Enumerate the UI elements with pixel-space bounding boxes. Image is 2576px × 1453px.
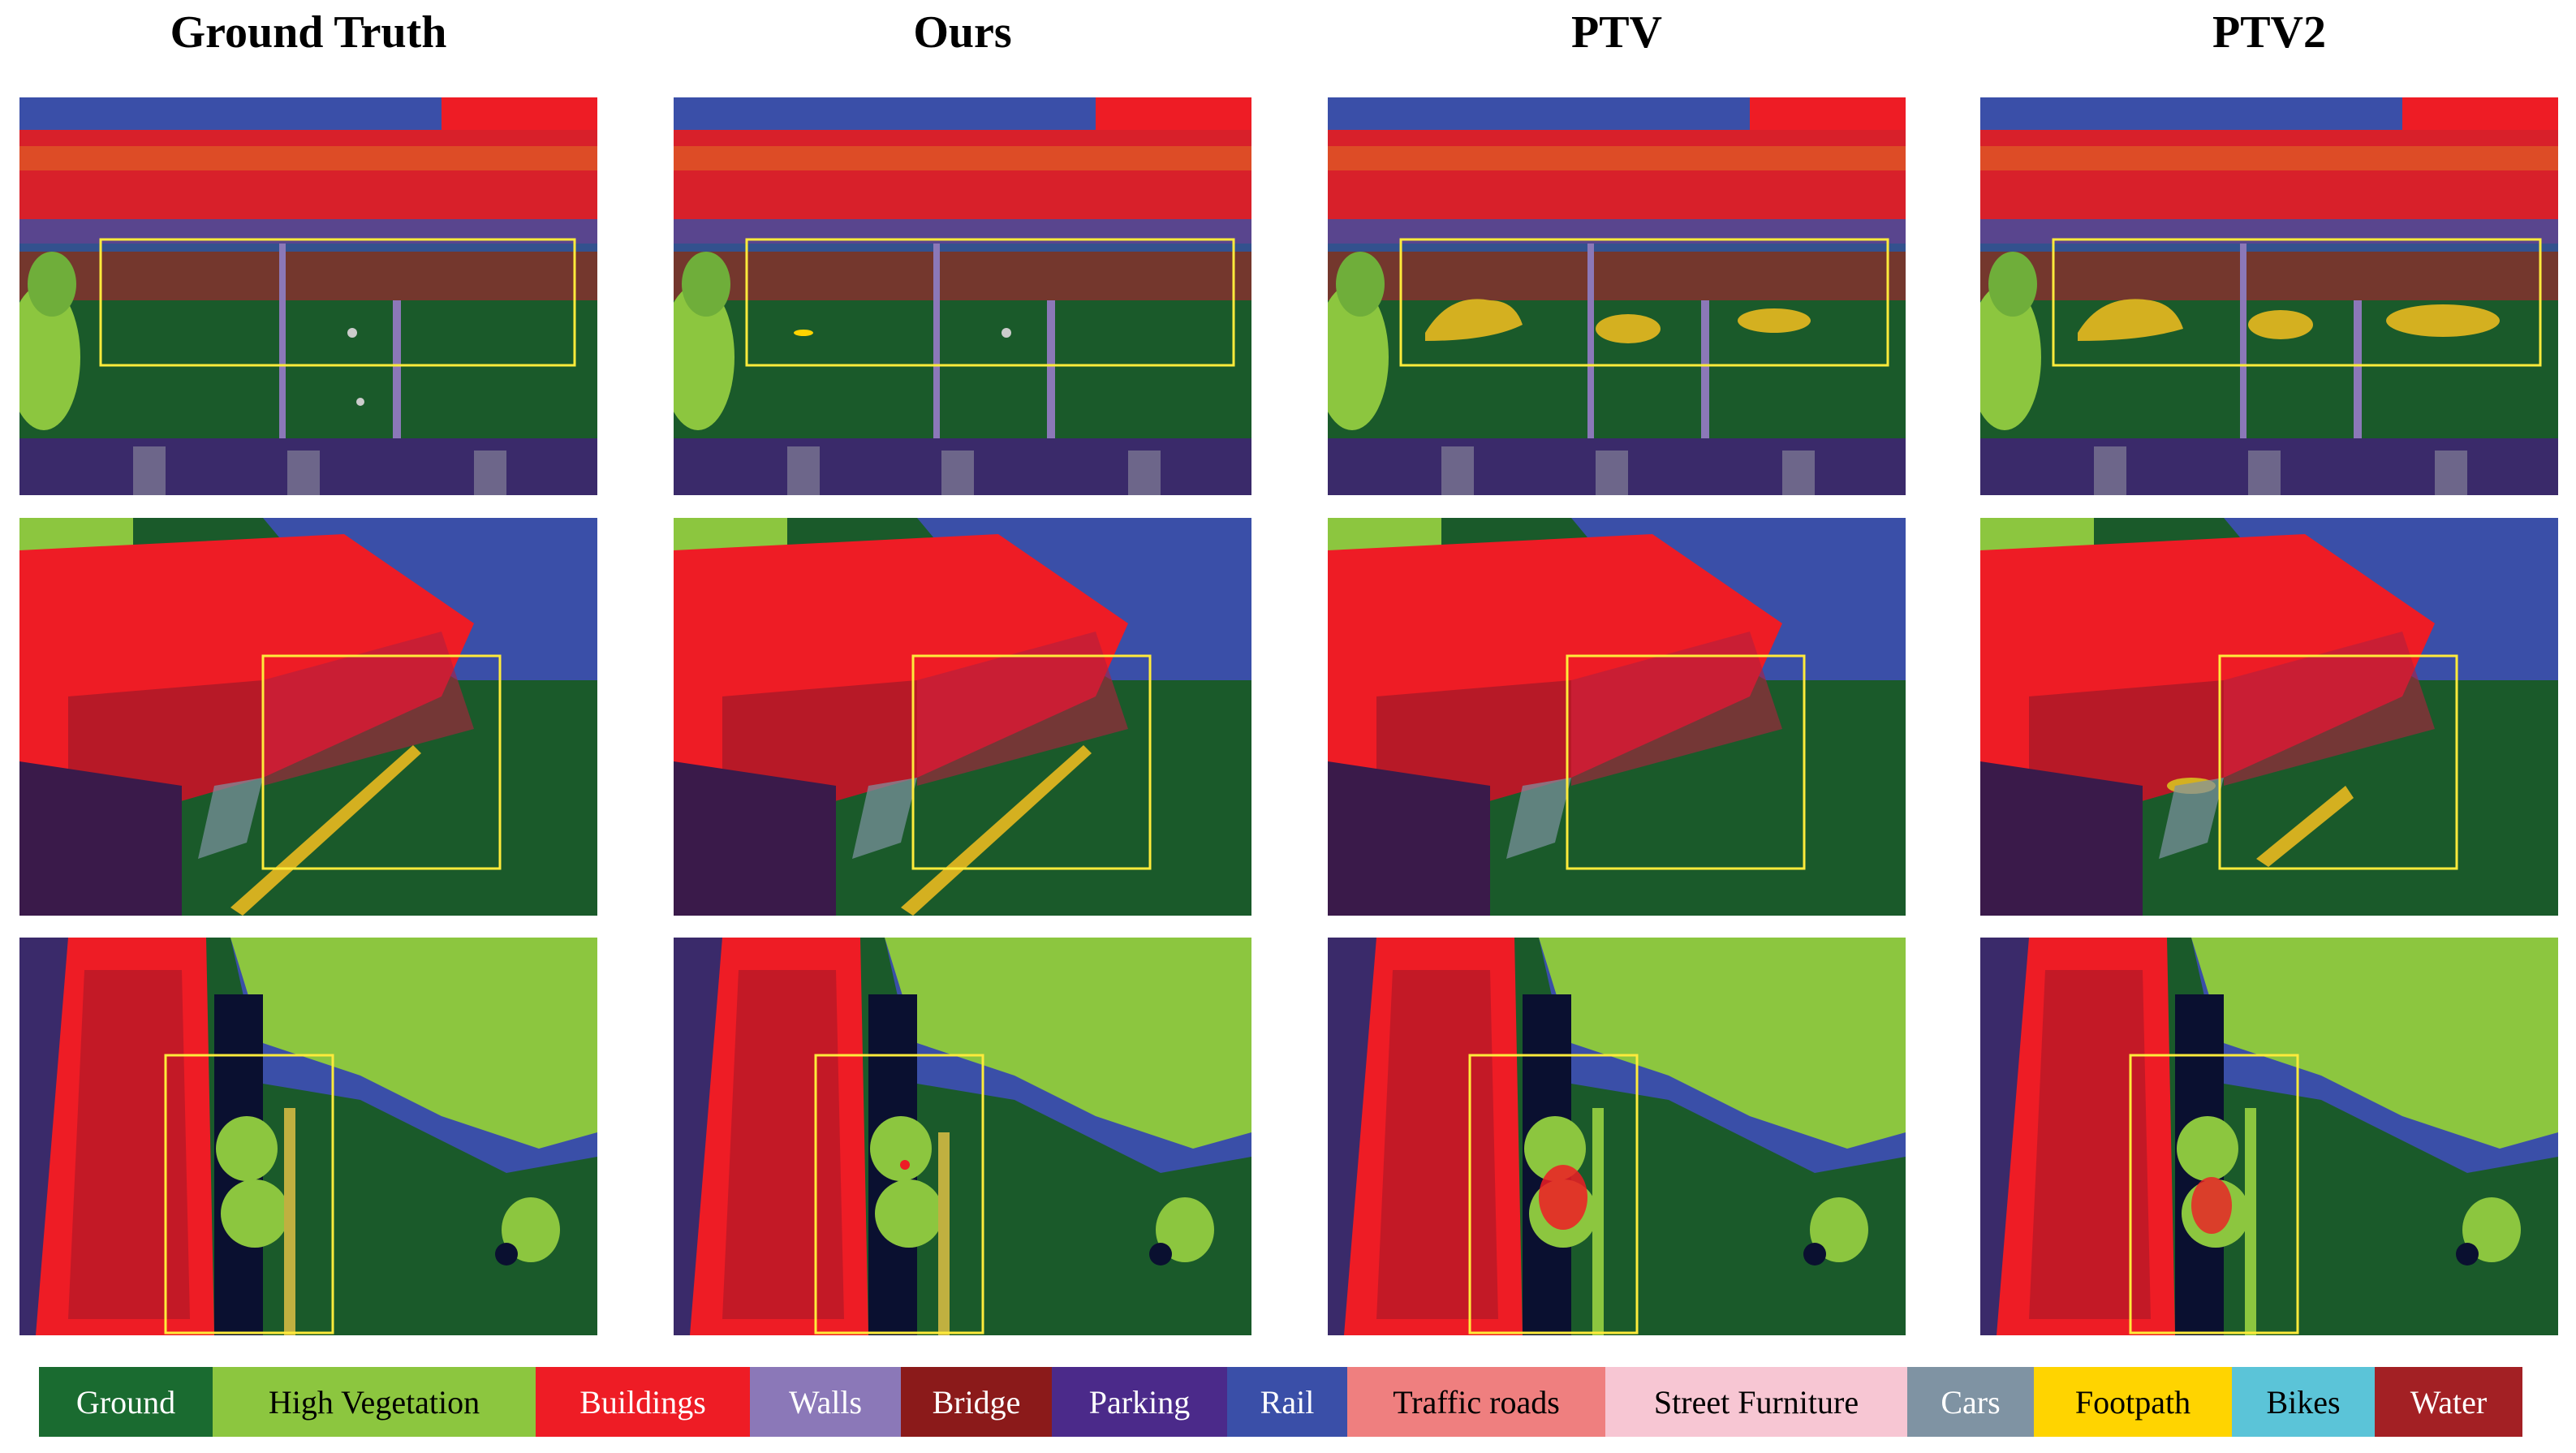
- legend-item-water: Water: [2375, 1367, 2522, 1437]
- legend-label: Buildings: [579, 1383, 706, 1421]
- legend-label: Walls: [788, 1383, 863, 1421]
- legend-label: Rail: [1260, 1383, 1315, 1421]
- legend-label: Cars: [1941, 1383, 2001, 1421]
- legend-label: High Vegetation: [268, 1383, 480, 1421]
- column-title-ptv2: PTV2: [2212, 7, 2326, 58]
- column-title-ours: Ours: [913, 7, 1012, 58]
- panel-row3-ours: [674, 938, 1251, 1335]
- legend-item-buildings: Buildings: [536, 1367, 750, 1437]
- legend-item-street-furniture: Street Furniture: [1605, 1367, 1907, 1437]
- legend-item-walls: Walls: [750, 1367, 901, 1437]
- legend-item-rail: Rail: [1227, 1367, 1347, 1437]
- panel-row1-ptv: [1328, 97, 1906, 495]
- legend-label: Traffic roads: [1393, 1383, 1560, 1421]
- panel-row3-ptv: [1328, 938, 1906, 1335]
- panel-row3-ptv2: [1980, 938, 2558, 1335]
- legend-item-ground: Ground: [39, 1367, 213, 1437]
- panel-row1-ground-truth: [19, 97, 597, 495]
- column-title-ground-truth: Ground Truth: [170, 7, 447, 58]
- panel-row2-ground-truth: [19, 518, 597, 916]
- legend-label: Footpath: [2074, 1383, 2191, 1421]
- legend-item-footpath: Footpath: [2034, 1367, 2232, 1437]
- legend-item-bridge: Bridge: [901, 1367, 1052, 1437]
- legend-label: Parking: [1088, 1383, 1191, 1421]
- legend-item-high-vegetation: High Vegetation: [213, 1367, 536, 1437]
- panel-row2-ptv: [1328, 518, 1906, 916]
- panel-row2-ours: [674, 518, 1251, 916]
- legend-label: Street Furniture: [1653, 1383, 1859, 1421]
- column-title-ptv: PTV: [1571, 7, 1662, 58]
- class-legend: Ground High Vegetation Buildings Walls B…: [39, 1367, 2555, 1437]
- panel-row2-ptv2: [1980, 518, 2558, 916]
- legend-label: Ground: [75, 1383, 176, 1421]
- panel-row1-ptv2: [1980, 97, 2558, 495]
- panel-row3-ground-truth: [19, 938, 597, 1335]
- legend-item-bikes: Bikes: [2232, 1367, 2375, 1437]
- legend-label: Water: [2410, 1383, 2488, 1421]
- legend-item-traffic-roads: Traffic roads: [1347, 1367, 1605, 1437]
- legend-label: Bridge: [932, 1383, 1021, 1421]
- legend-label: Bikes: [2266, 1383, 2341, 1421]
- legend-item-parking: Parking: [1052, 1367, 1227, 1437]
- legend-item-cars: Cars: [1907, 1367, 2034, 1437]
- panel-row1-ours: [674, 97, 1251, 495]
